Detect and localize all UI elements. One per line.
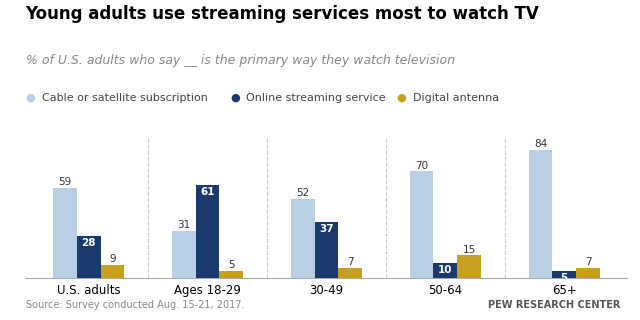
Bar [529, 150, 552, 278]
Bar [291, 199, 314, 278]
Bar [77, 236, 100, 278]
Text: Young adults use streaming services most to watch TV: Young adults use streaming services most… [26, 5, 540, 23]
Text: 70: 70 [415, 161, 428, 171]
Bar [172, 231, 196, 278]
Text: 10: 10 [438, 265, 452, 276]
Text: % of U.S. adults who say __ is the primary way they watch television: % of U.S. adults who say __ is the prima… [26, 54, 454, 68]
Text: 84: 84 [534, 139, 547, 149]
Bar [100, 265, 124, 278]
Text: 37: 37 [319, 224, 333, 234]
Bar [220, 271, 243, 278]
Bar [457, 255, 481, 278]
Text: 61: 61 [200, 187, 215, 197]
Text: 5: 5 [561, 273, 568, 283]
Text: 7: 7 [347, 257, 353, 267]
Bar [576, 268, 600, 278]
Bar [196, 185, 220, 278]
Text: Source: Survey conducted Aug. 15-21, 2017.: Source: Survey conducted Aug. 15-21, 201… [26, 300, 244, 310]
Text: 59: 59 [58, 177, 72, 187]
Text: Digital antenna: Digital antenna [413, 92, 499, 103]
Bar [314, 222, 339, 278]
Text: Cable or satellite subscription: Cable or satellite subscription [42, 92, 207, 103]
Bar [552, 271, 576, 278]
Text: 7: 7 [585, 257, 591, 267]
Text: 31: 31 [177, 220, 190, 230]
Text: ●: ● [26, 92, 35, 103]
Bar [410, 171, 433, 278]
Text: 9: 9 [109, 254, 116, 264]
Bar [339, 268, 362, 278]
Text: 28: 28 [81, 238, 96, 248]
Text: ●: ● [397, 92, 406, 103]
Text: Online streaming service: Online streaming service [246, 92, 386, 103]
Text: PEW RESEARCH CENTER: PEW RESEARCH CENTER [488, 300, 621, 310]
Bar [53, 188, 77, 278]
Text: 52: 52 [296, 188, 309, 198]
Text: 5: 5 [228, 260, 235, 270]
Bar [433, 263, 457, 278]
Text: 15: 15 [463, 245, 476, 255]
Text: ●: ● [230, 92, 240, 103]
